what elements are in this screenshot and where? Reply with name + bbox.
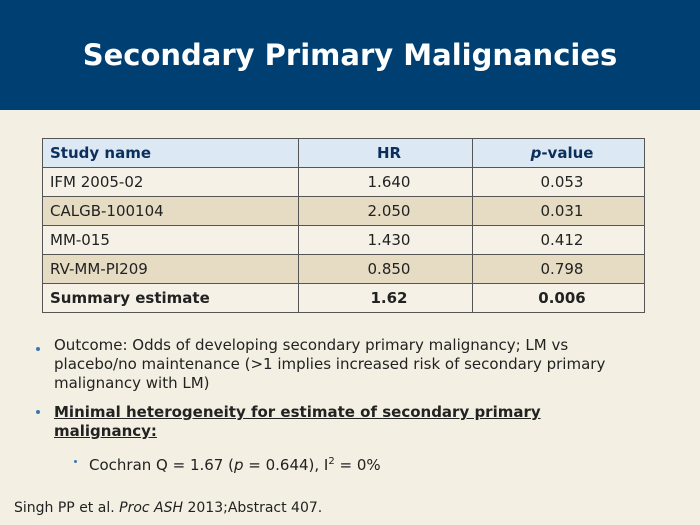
table-cell: 0.053: [472, 167, 645, 197]
bullet: Minimal heterogeneity for estimate of se…: [54, 403, 541, 440]
table-cell: 1.62: [298, 283, 473, 313]
sub-bullet: Cochran Q = 1.67 (p = 0.644), I2 = 0%: [89, 452, 381, 475]
sub-bullet-dot: [74, 460, 77, 463]
footnote: Singh PP et al. Proc ASH 2013;Abstract 4…: [14, 500, 322, 516]
bullet: Outcome: Odds of developing secondary pr…: [54, 336, 606, 392]
header-band: [0, 0, 700, 110]
bullet-dot: [36, 410, 40, 414]
text: Singh PP et al.: [14, 500, 120, 516]
table-row: CALGB-100104 2.050 0.031: [42, 196, 645, 226]
table-cell: 0.006: [472, 283, 645, 313]
table-cell: RV-MM-PI209: [42, 254, 299, 284]
table-row: MM-015 1.430 0.412: [42, 225, 645, 255]
journal: Proc ASH: [119, 500, 184, 516]
text: Cochran Q = 1.67 (: [89, 456, 234, 474]
table-cell: MM-015: [42, 225, 299, 255]
table-cell: IFM 2005-02: [42, 167, 299, 197]
header-text: -value: [541, 144, 594, 162]
table-cell: 1.640: [298, 167, 473, 197]
superscript: 2: [328, 456, 335, 467]
column-header: HR: [298, 138, 473, 168]
column-header: p-value: [472, 138, 645, 168]
header-italic: p: [530, 144, 542, 162]
table-cell: 0.412: [472, 225, 645, 255]
text: 2013;Abstract 407.: [183, 500, 323, 516]
results-table: Study name HR p-value IFM 2005-02 1.640 0.…: [42, 138, 645, 313]
table-row: Summary estimate 1.62 0.006: [42, 283, 645, 313]
table-cell: 0.031: [472, 196, 645, 226]
text: = 0.644), I: [243, 456, 329, 474]
table-cell: 0.850: [298, 254, 473, 284]
text: = 0%: [334, 456, 381, 474]
table-cell: Summary estimate: [42, 283, 299, 313]
bullet-dot: [36, 347, 40, 351]
column-header: Study name: [42, 138, 299, 168]
table-cell: 1.430: [298, 225, 473, 255]
italic-text: p: [233, 456, 244, 474]
table-header: Study name HR p-value: [42, 138, 645, 168]
slide-title: Secondary Primary Malignancies: [82, 38, 618, 72]
table-row: IFM 2005-02 1.640 0.053: [42, 167, 645, 197]
table-cell: 0.798: [472, 254, 645, 284]
table-cell: CALGB-100104: [42, 196, 299, 226]
table-row: RV-MM-PI209 0.850 0.798: [42, 254, 645, 284]
table-cell: 2.050: [298, 196, 473, 226]
